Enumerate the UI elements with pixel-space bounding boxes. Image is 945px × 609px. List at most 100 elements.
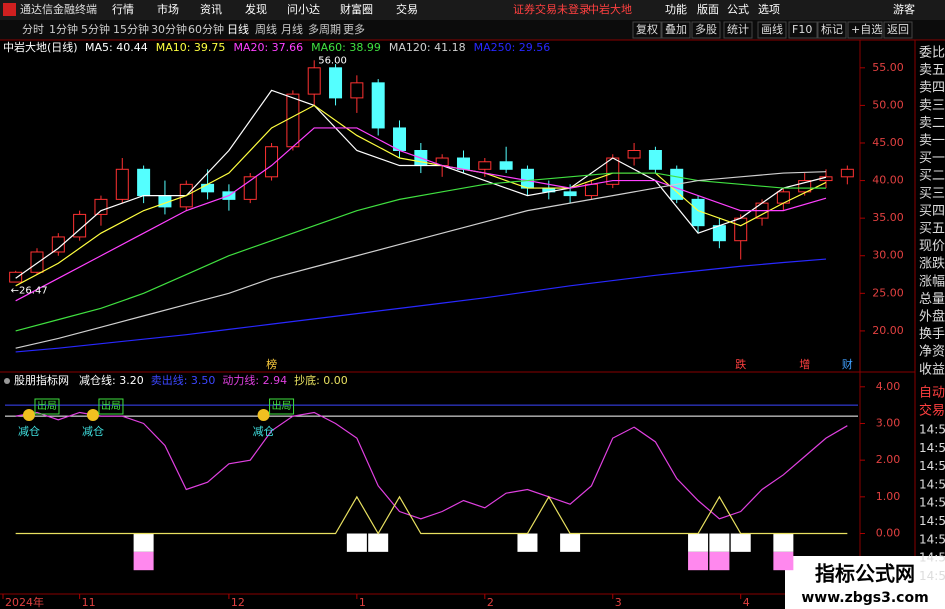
exit-box	[98, 398, 124, 415]
x-tick-label: 11	[82, 596, 96, 609]
tool-label[interactable]: 叠加	[665, 23, 687, 36]
period-tab[interactable]: 多周期	[308, 22, 341, 36]
period-tab[interactable]: 30分钟	[151, 22, 187, 36]
tool-label[interactable]: 画线	[761, 22, 783, 36]
tool-label[interactable]: 返回	[887, 23, 909, 36]
tool-label[interactable]: F10	[792, 23, 812, 36]
period-tab[interactable]: 5分钟	[81, 22, 110, 36]
signal-bar	[133, 551, 154, 571]
tool-button[interactable]	[817, 21, 847, 39]
y-tick-label: 1.00	[876, 490, 901, 503]
candle-body	[307, 67, 321, 95]
candle-body	[712, 225, 726, 242]
y-tick-label: 50.00	[872, 98, 904, 111]
period-tab[interactable]: 周线	[255, 22, 277, 36]
legend-entry: MA20: 37.66	[233, 41, 303, 54]
exit-label: 出局	[272, 399, 292, 412]
legend-entry: MA250: 29.56	[474, 41, 551, 54]
chart-title: 股朋指标网	[14, 373, 69, 387]
candle-body	[627, 150, 641, 159]
menu-item[interactable]: 交易	[396, 2, 418, 16]
menu-item[interactable]: 市场	[157, 2, 179, 16]
period-tab[interactable]: 日线	[227, 22, 249, 36]
signal-bar	[688, 533, 709, 552]
quote-label: 净资	[919, 345, 945, 360]
menu-item[interactable]: 发现	[245, 2, 267, 16]
period-tab[interactable]: 60分钟	[188, 22, 224, 36]
period-tab[interactable]: 月线	[281, 22, 303, 36]
signal-bar	[133, 533, 154, 552]
menu-item[interactable]: 版面	[697, 2, 719, 16]
trade-label[interactable]: 交易	[919, 403, 945, 419]
watermark-name: 指标公式网	[815, 562, 915, 586]
candle-body	[393, 127, 407, 152]
x-tick-label: 2	[487, 596, 494, 609]
candle-body	[94, 198, 108, 215]
event-marker[interactable]: 增	[799, 357, 810, 371]
signal-bar	[773, 551, 794, 571]
menu-item[interactable]: 财富圈	[340, 2, 373, 16]
tool-button[interactable]	[757, 21, 787, 39]
y-tick-label: 20.00	[872, 324, 904, 337]
tool-button[interactable]	[883, 21, 913, 39]
toolbar	[0, 20, 945, 40]
legend-entry: 抄底: 0.00	[294, 373, 348, 387]
tool-label[interactable]: 标记	[821, 22, 843, 36]
legend-entry: MA5: 40.44	[85, 41, 148, 54]
tool-button[interactable]	[723, 21, 753, 39]
status[interactable]: 证券交易未登录	[513, 2, 590, 16]
tool-label[interactable]: 统计	[727, 23, 749, 36]
candle-body	[734, 217, 748, 242]
event-marker[interactable]: 财	[842, 357, 853, 371]
low-label: ←26.47	[11, 285, 48, 296]
candle-body	[798, 180, 812, 193]
tool-label[interactable]: 多股	[695, 22, 717, 36]
legend-entry: 减仓线: 3.20	[79, 373, 144, 387]
candle-body	[520, 168, 534, 189]
period-tab[interactable]: 1分钟	[49, 22, 78, 36]
candle-body	[201, 183, 215, 193]
time-label: 14:56	[919, 459, 945, 473]
tool-button[interactable]	[788, 21, 818, 39]
tool-button[interactable]	[847, 21, 883, 39]
menu-item[interactable]: 问小达	[287, 3, 320, 16]
legend-entry: MA10: 39.75	[156, 41, 226, 54]
signal-icon	[22, 409, 35, 421]
quote-label: 卖五	[919, 63, 945, 78]
stock-name[interactable]: 中岩大地	[588, 2, 632, 16]
signal-bar	[709, 551, 730, 571]
event-marker[interactable]: 榜	[266, 357, 277, 371]
candle-body	[350, 82, 364, 99]
period-tab[interactable]: 15分钟	[113, 22, 149, 36]
y-tick-label: 4.00	[876, 380, 901, 393]
menu-item[interactable]: 资讯	[200, 3, 222, 16]
quote-label: 委比	[919, 46, 945, 61]
user[interactable]: 游客	[893, 2, 915, 16]
event-marker[interactable]: 跌	[735, 357, 746, 371]
menu-item[interactable]: 功能	[665, 2, 687, 16]
legend-entry: MA120: 41.18	[389, 41, 466, 54]
signal-bar	[517, 533, 538, 552]
menu-item[interactable]: 公式	[727, 3, 749, 16]
trade-label[interactable]: 自动	[919, 386, 945, 401]
exit-box	[269, 398, 295, 415]
tool-button[interactable]	[661, 21, 691, 39]
quote-label: 现价	[919, 239, 945, 254]
tool-label[interactable]: +自选	[851, 23, 882, 36]
quote-label: 买四	[919, 204, 945, 219]
tool-button[interactable]	[691, 21, 721, 39]
period-tab[interactable]: 分时	[22, 23, 44, 36]
menu-item[interactable]: 选项	[758, 3, 780, 16]
time-label: 14:56	[919, 551, 945, 565]
signal-bar	[773, 533, 794, 552]
signal-bar	[688, 551, 709, 571]
x-tick-label: 4	[743, 596, 750, 609]
candle-body	[840, 168, 854, 178]
period-tab[interactable]: 更多	[343, 22, 365, 36]
tool-label[interactable]: 复权	[636, 22, 658, 36]
tool-button[interactable]	[632, 21, 662, 39]
menu-item[interactable]: 行情	[112, 3, 134, 16]
chart-title: 中岩大地(日线)	[3, 40, 78, 54]
quote-label: 涨跌	[919, 256, 945, 272]
